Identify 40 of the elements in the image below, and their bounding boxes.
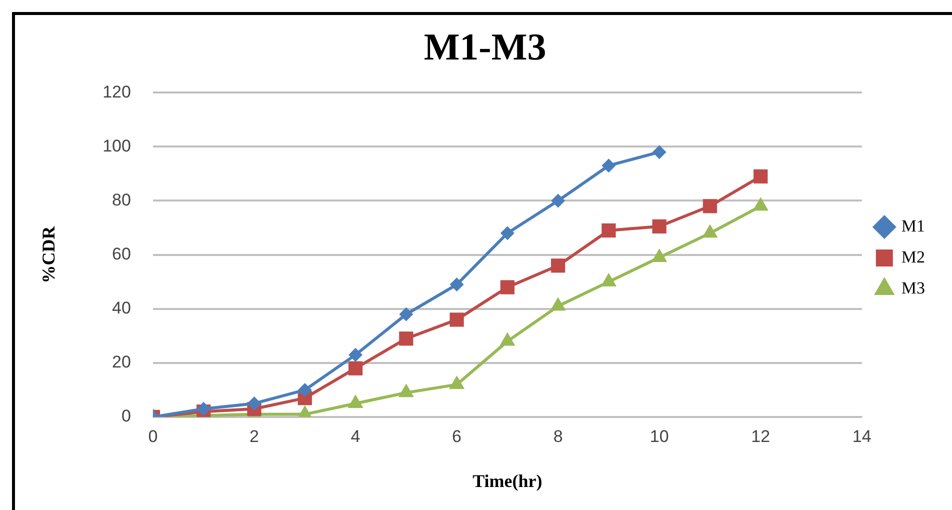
point <box>450 312 464 327</box>
point <box>348 348 363 362</box>
point <box>550 258 566 273</box>
point <box>754 169 768 184</box>
x-tick-label: 10 <box>650 426 669 446</box>
y-tick-label: 60 <box>112 244 131 264</box>
point <box>551 194 566 208</box>
y-tick-label: 0 <box>121 406 131 426</box>
x-tick-label: 4 <box>350 426 360 446</box>
y-tick-label: 80 <box>112 190 131 210</box>
x-tick-label: 6 <box>452 426 462 446</box>
chart-title: M1-M3 <box>424 26 546 69</box>
point <box>702 199 718 214</box>
y-axis-title: %CDR <box>38 225 58 284</box>
x-tick-label: 14 <box>852 426 872 446</box>
point <box>602 158 616 173</box>
point <box>652 145 666 160</box>
point <box>602 223 616 238</box>
point <box>348 361 363 376</box>
legend-label: M2 <box>901 247 926 266</box>
point <box>652 219 666 234</box>
point <box>196 402 211 416</box>
point <box>399 307 414 322</box>
legend-label: M3 <box>901 278 926 298</box>
point <box>500 226 514 240</box>
x-axis-title: Time(hr) <box>472 470 542 491</box>
x-tick-label: 0 <box>148 426 158 446</box>
y-tick-label: 120 <box>102 82 131 102</box>
point <box>298 382 312 397</box>
x-tick-label: 12 <box>751 426 770 446</box>
x-tick-label: 8 <box>553 426 563 446</box>
point <box>450 278 464 292</box>
point <box>399 332 414 346</box>
point <box>500 280 514 294</box>
x-tick-label: 2 <box>250 426 259 446</box>
y-tick-label: 100 <box>102 136 131 156</box>
y-tick-label: 40 <box>112 298 131 318</box>
y-tick-label: 20 <box>112 352 131 372</box>
point <box>247 396 262 410</box>
legend-label: M1 <box>901 216 926 236</box>
